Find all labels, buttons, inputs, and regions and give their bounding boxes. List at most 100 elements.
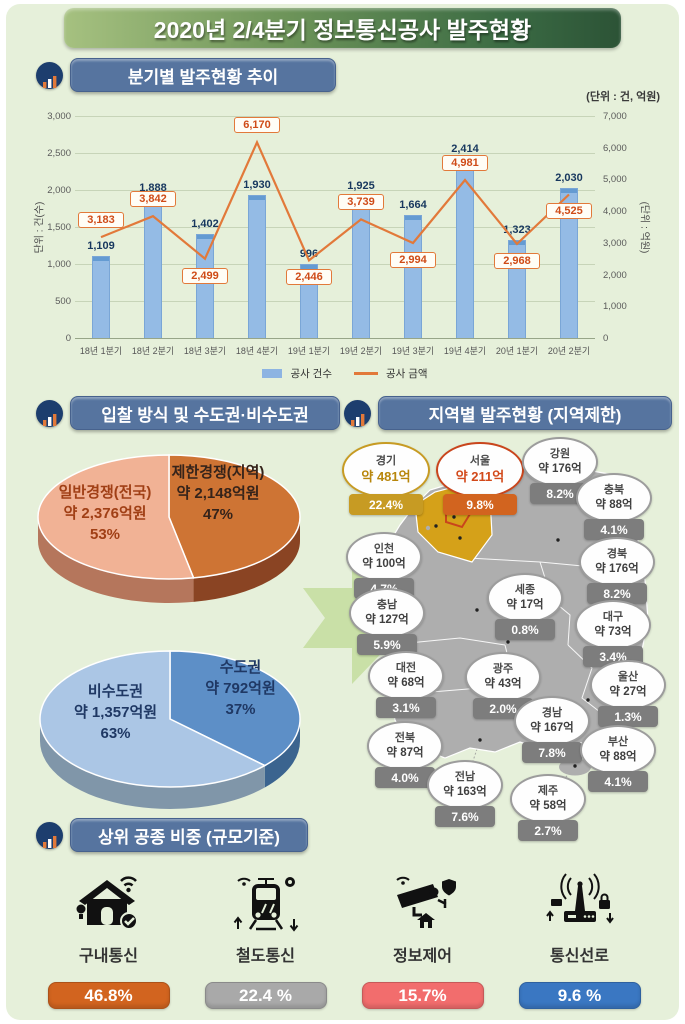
x-axis-label: 19년 4분기 <box>443 346 487 356</box>
region-pct-badge: 4.1% <box>584 519 644 540</box>
line-value-label: 6,170 <box>234 117 280 134</box>
region-name: 세종 <box>514 583 536 596</box>
left-axis-tick: 1,000 <box>47 259 71 270</box>
line-value-label: 2,499 <box>182 267 228 284</box>
region-amount: 약 27억 <box>609 685 647 698</box>
line-value-label: 2,968 <box>494 252 540 269</box>
region-amount: 약 68억 <box>387 676 425 689</box>
x-axis-label: 18년 1분기 <box>79 346 123 356</box>
region-amount: 약 127억 <box>365 613 409 626</box>
right-axis-tick: 5,000 <box>603 174 627 186</box>
x-axis-label: 18년 3분기 <box>183 346 227 356</box>
region-amount: 약 211억 <box>455 468 505 484</box>
region-amount: 약 100억 <box>362 557 406 570</box>
bar-value-label: 1,402 <box>191 218 219 231</box>
region-pct-badge: 7.8% <box>522 742 582 763</box>
left-axis-tick: 1,500 <box>47 222 71 233</box>
region-name: 충북 <box>603 483 625 496</box>
region-bubble-전북: 전북 약 87억 <box>367 721 443 771</box>
region-bubble-서울: 서울 약 211억 <box>436 442 524 498</box>
section-bidding-title: 입찰 방식 및 수도권·비수도권 <box>70 396 340 430</box>
gridline <box>75 153 595 154</box>
bar <box>404 214 422 338</box>
work-label: 구내통신 <box>79 948 138 965</box>
quarterly-combo-chart: 단위 : 건(수) (단위 : 억원) 공사 건수 공사 금액 0 500 1,00… <box>30 100 660 392</box>
region-amount: 약 163억 <box>443 785 487 798</box>
bar-value-label: 1,925 <box>347 179 375 192</box>
right-axis-tick: 7,000 <box>603 111 627 122</box>
x-axis-label: 19년 2분기 <box>339 346 383 356</box>
legend-bar-label: 공사 건수 <box>290 368 332 380</box>
antenna-icon <box>544 866 616 938</box>
cctv-icon <box>387 866 459 938</box>
work-item-2: 철도통신 22.4 % <box>187 866 344 1009</box>
region-pct-badge: 8.2% <box>587 583 647 604</box>
pie-slice <box>39 650 267 788</box>
x-axis-line <box>75 338 595 339</box>
work-item-3: 정보제어 15.7% <box>344 866 501 1009</box>
region-pct-badge: 9.8% <box>443 494 517 515</box>
section-quarterly-header: 분기별 발주현황 추이 <box>36 58 336 92</box>
region-amount: 약 17억 <box>506 598 544 611</box>
house-wifi-icon <box>73 866 145 938</box>
right-axis-tick: 6,000 <box>603 142 627 154</box>
work-pct-badge: 46.8% <box>47 982 170 1009</box>
right-axis-tick: 0 <box>603 333 609 344</box>
line-value-label: 3,842 <box>130 191 176 208</box>
x-axis-label: 18년 2분기 <box>131 346 175 356</box>
left-axis-tick: 2,000 <box>47 185 71 196</box>
left-axis-tick: 0 <box>65 333 71 344</box>
left-axis-tick: 500 <box>55 296 71 307</box>
region-name: 부산 <box>607 735 629 748</box>
region-name: 인천 <box>373 542 395 555</box>
korea-map: 경기 약 481억 22.4% 서울 약 211억 9.8% 강원 약 176억 8.2% 충북 약… <box>340 437 685 860</box>
page-title: 2020년 2/4분기 정보통신공사 발주현황 <box>64 8 621 48</box>
region-name: 제주 <box>537 784 559 797</box>
line-value-label: 4,525 <box>546 203 592 220</box>
bar-value-label: 1,664 <box>399 198 427 211</box>
line-value-label: 3,183 <box>78 212 124 229</box>
region-amount: 약 88억 <box>599 750 637 763</box>
region-name: 강원 <box>549 447 571 460</box>
region-name: 서울 <box>469 455 491 467</box>
pie-slice <box>169 650 301 767</box>
region-name: 충남 <box>376 598 398 611</box>
bar-chart-icon <box>36 61 63 89</box>
region-pct-badge: 7.6% <box>435 806 495 827</box>
work-item-1: 구내통신 46.8% <box>30 866 187 1009</box>
x-axis-label: 19년 1분기 <box>287 346 331 356</box>
region-name: 전북 <box>394 731 416 744</box>
region-name: 경남 <box>541 706 563 719</box>
region-pct-badge: 4.0% <box>375 767 435 788</box>
region-name: 광주 <box>492 662 514 675</box>
x-axis-label: 20년 2분기 <box>547 346 591 356</box>
gridline <box>75 116 595 117</box>
region-amount: 약 88억 <box>595 498 633 511</box>
gridline <box>75 301 595 302</box>
left-axis-tick: 2,500 <box>47 148 71 159</box>
bar-value-label: 1,930 <box>243 179 271 192</box>
chart-legend: 공사 건수 공사 금액 <box>30 366 660 381</box>
work-pct-badge: 15.7% <box>361 982 484 1009</box>
work-label: 철도통신 <box>236 948 295 965</box>
capital-region-pie: 비수도권 약 1,357억원 63% 수도권 약 792억원 37% <box>28 628 346 828</box>
right-axis-tick: 1,000 <box>603 301 627 313</box>
right-axis-tick: 2,000 <box>603 269 627 281</box>
gridline <box>75 227 595 228</box>
bar-value-label: 1,323 <box>503 224 531 237</box>
region-name: 대전 <box>395 661 417 674</box>
region-pct-badge: 22.4% <box>349 494 423 515</box>
region-amount: 약 176억 <box>595 562 639 575</box>
bar-value-label: 2,030 <box>555 171 583 184</box>
line-value-label: 4,981 <box>442 155 488 172</box>
unit-note: (단위 : 건, 억원) <box>586 91 660 103</box>
legend-line-swatch <box>354 372 378 375</box>
region-name: 전남 <box>454 770 476 783</box>
pie-chart <box>37 454 301 603</box>
right-axis-tick: 3,000 <box>603 237 627 249</box>
pie1-general-label: 일반경쟁(전국) 약 2,376억원 53% <box>58 484 152 543</box>
bar-value-label: 2,414 <box>451 143 479 156</box>
